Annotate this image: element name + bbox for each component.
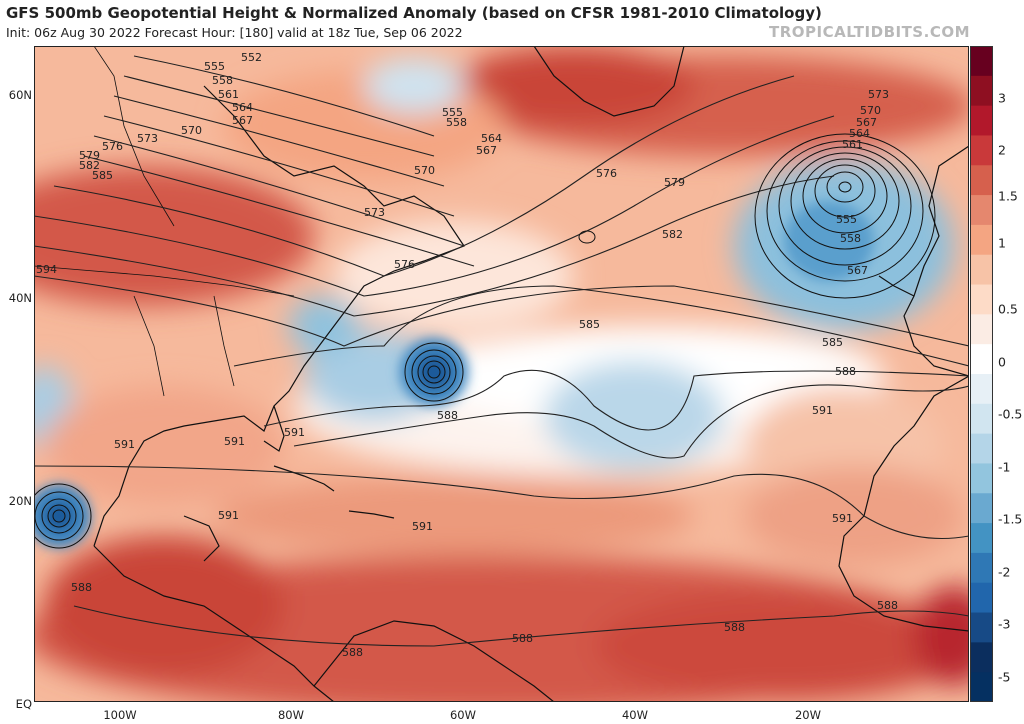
contour-label: 591 [284,426,305,439]
colorbar-band [970,552,993,584]
lon-label-100w: 100W [103,708,137,722]
anomaly-colorbar [970,46,993,702]
contour-label: 561 [842,138,863,151]
colorbar-band [970,672,993,702]
contour-label: 576 [102,140,123,153]
contour-label: 570 [181,124,202,137]
contour-label: 594 [36,263,57,276]
colorbar-tick-label: -3 [998,616,1011,632]
colorbar-tick-label: -1.5 [998,511,1023,527]
contour-label: 564 [232,101,253,114]
colorbar-band [970,582,993,614]
contour-label: 573 [137,132,158,145]
source-watermark: TROPICALTIDBITS.COM [769,23,970,41]
contour-label: 591 [218,509,239,522]
contour-label: 555 [836,213,857,226]
contour-label: 591 [832,512,853,525]
colorbar-tick-label: 0 [998,354,1006,370]
storm-contours [34,133,936,549]
colorbar-band [970,105,993,136]
contour-label: 588 [342,646,363,659]
contour-label: 588 [724,621,745,634]
map-title: GFS 500mb Geopotential Height & Normaliz… [6,4,822,22]
contour-label: 591 [114,438,135,451]
contour-label: 591 [812,404,833,417]
contour-label: 558 [212,74,233,87]
contour-label: 564 [849,127,870,140]
colorbar-band [970,254,993,286]
contour-label: 582 [662,228,683,241]
contour-label: 591 [224,435,245,448]
contour-label: 582 [79,159,100,172]
lon-label-40w: 40W [621,708,649,722]
lat-label-eq: EQ [15,697,32,711]
contour-label: 588 [437,409,458,422]
colorbar-tick-label: 1.5 [998,188,1018,204]
contour-label: 555 [204,60,225,73]
contour-label: 561 [218,88,239,101]
contour-label: 579 [664,176,685,189]
contour-label: 588 [835,365,856,378]
colorbar-band [970,493,993,524]
colorbar-tick-label: -1 [998,459,1011,475]
colorbar-band [970,195,993,226]
coastlines [34,46,969,702]
contour-label: 585 [579,318,600,331]
colorbar-band [970,523,993,554]
contour-label: 570 [414,164,435,177]
contour-label: 570 [860,104,881,117]
colorbar-band [970,284,993,315]
colorbar-band [970,314,993,345]
contour-label: 552 [241,51,262,64]
colorbar-band [970,135,993,166]
contour-label: 564 [481,132,502,145]
colorbar-band [970,344,993,375]
contour-label: 567 [856,116,877,129]
lat-label-40n: 40N [8,291,32,305]
contour-label: 585 [92,169,113,182]
contour-label: 558 [446,116,467,129]
colorbar-tick-label: 3 [998,90,1006,106]
lon-label-60w: 60W [449,708,477,722]
lat-label-20n: 20N [8,494,32,508]
contour-label: 588 [71,581,92,594]
colorbar-band [970,224,993,256]
colorbar-tick-label: 1 [998,235,1006,251]
contour-label: 585 [822,336,843,349]
contour-label: 555 [442,106,463,119]
contour-label: 576 [596,167,617,180]
colorbar-band [970,433,993,464]
contour-label: 567 [847,264,868,277]
colorbar-band [970,46,993,77]
colorbar-tick-label: -5 [998,669,1011,685]
colorbar-tick-label: 0.5 [998,301,1018,317]
colorbar-tick-label: 2 [998,142,1006,158]
contour-label: 591 [412,520,433,533]
contour-label: 567 [476,144,497,157]
anomaly-map: 552 555 558 561 564 567 570 573 576 579 … [34,46,969,702]
colorbar-tick-label: -2 [998,564,1011,580]
contour-label: 576 [394,258,415,271]
lon-label-20w: 20W [794,708,822,722]
contour-label: 588 [877,599,898,612]
height-contours [34,55,969,647]
contour-value-labels: 552 555 558 561 564 567 570 573 576 579 … [36,51,898,659]
contour-label: 573 [868,88,889,101]
contour-label: 588 [512,632,533,645]
lon-label-80w: 80W [277,708,305,722]
colorbar-band [970,403,993,435]
colorbar-band [970,463,993,494]
map-subtitle: Init: 06z Aug 30 2022 Forecast Hour: [18… [6,25,463,40]
colorbar-band [970,165,993,196]
contour-label: 573 [364,206,385,219]
lat-label-60n: 60N [8,88,32,102]
contour-label: 567 [232,114,253,127]
colorbar-tick-label: -0.5 [998,406,1023,422]
colorbar-band [970,75,993,107]
contour-label: 558 [840,232,861,245]
colorbar-band [970,642,993,673]
colorbar-band [970,374,993,405]
contour-label: 579 [79,149,100,162]
colorbar-band [970,612,993,643]
